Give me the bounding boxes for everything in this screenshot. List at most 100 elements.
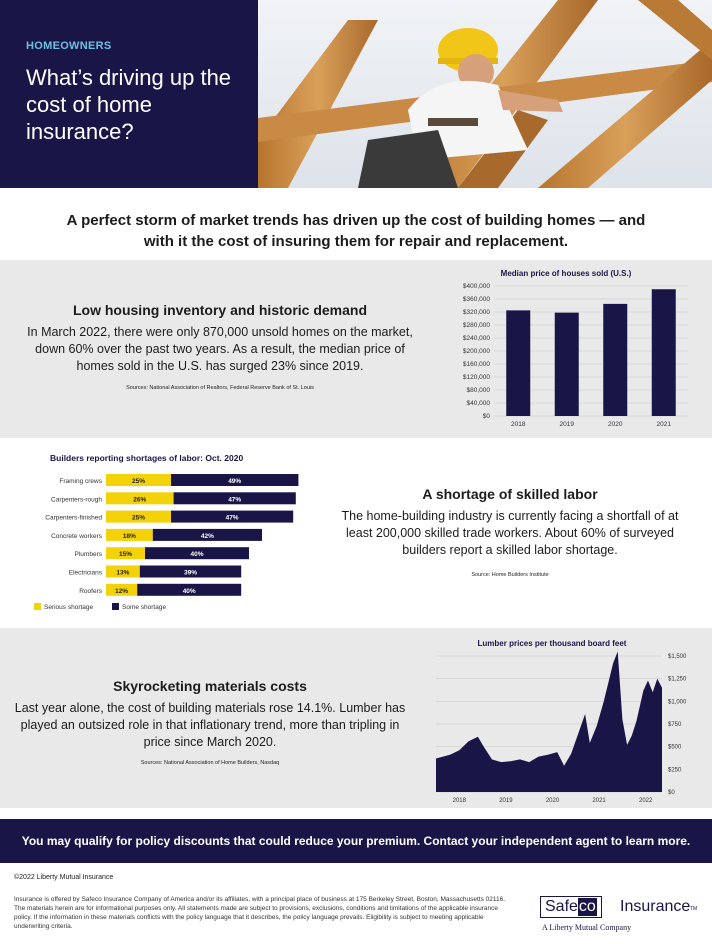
materials-heading: Skyrocketing materials costs <box>113 678 307 694</box>
lumber-price-chart: Lumber prices per thousand board feet $0… <box>436 639 687 804</box>
category-label: Roofers <box>79 588 103 595</box>
labor-shortage-chart: Framing crews 25% 49% Carpenters-rough 26% 47… <box>34 474 299 611</box>
serious-shortage-bar <box>106 492 174 505</box>
inventory-heading: Low housing inventory and historic deman… <box>72 302 368 318</box>
intro-statement: A perfect storm of market trends has dri… <box>66 212 646 250</box>
category-label: Electricians <box>69 570 103 577</box>
cta-banner: You may qualify for policy discounts tha… <box>0 819 712 863</box>
data-label: 40% <box>183 588 196 595</box>
serious-shortage-bar <box>106 583 138 596</box>
y-tick-label: $1,000 <box>668 699 687 705</box>
y-tick-label: $0 <box>483 413 491 420</box>
inventory-body: In March 2022, there were only 870,000 u… <box>27 325 413 373</box>
bar-2020 <box>603 303 628 416</box>
x-tick-label: 2018 <box>511 421 526 428</box>
serious-shortage-bar <box>106 528 153 541</box>
data-label: 18% <box>123 533 136 540</box>
lumber-price-area <box>436 651 662 792</box>
category-label: Framing crews <box>59 478 102 485</box>
data-label: 25% <box>132 478 145 485</box>
x-tick-label: 2021 <box>592 798 606 804</box>
some-shortage-bar <box>145 547 249 560</box>
some-shortage-bar <box>152 528 262 541</box>
y-tick-label: $500 <box>668 745 682 751</box>
labor-sources: Source: Home Builders Institute <box>471 572 549 578</box>
bar-2019 <box>554 312 579 416</box>
data-label: 12% <box>115 588 128 595</box>
category-label: Plumbers <box>75 551 103 558</box>
y-tick-label: $250 <box>668 767 682 773</box>
y-tick-label: $320,000 <box>463 309 490 316</box>
inventory-sources: Sources: National Association of Realtor… <box>126 385 314 391</box>
logo-trademark: TM <box>690 906 698 912</box>
logo-tagline: A Liberty Mutual Company <box>542 923 632 932</box>
bar-2018 <box>506 310 531 416</box>
labor-chart-title: Builders reporting shortages of labor: O… <box>50 453 244 463</box>
x-tick-label: 2018 <box>453 798 467 804</box>
legend-label: Some shortage <box>122 604 166 611</box>
category-label: Concrete workers <box>51 533 103 540</box>
y-tick-label: $40,000 <box>467 400 491 407</box>
y-tick-label: $400,000 <box>463 283 490 290</box>
logo-box: Safe co <box>540 896 602 918</box>
some-shortage-bar <box>171 474 299 486</box>
y-tick-label: $160,000 <box>463 361 490 368</box>
x-tick-label: 2020 <box>608 421 623 428</box>
legal-disclaimer: Insurance is offered by Safeco Insurance… <box>14 896 506 930</box>
chart-title: Median price of houses sold (U.S.) <box>501 269 632 278</box>
data-label: 13% <box>116 570 129 577</box>
y-tick-label: $120,000 <box>463 374 490 381</box>
y-tick-label: $80,000 <box>467 387 491 394</box>
median-price-chart: Median price of houses sold (U.S.) $0 $40… <box>463 269 688 428</box>
data-label: 49% <box>228 478 241 485</box>
some-shortage-bar <box>139 565 242 578</box>
y-tick-label: $240,000 <box>463 335 490 342</box>
labor-body: The home-building industry is currently … <box>341 509 679 557</box>
construction-worker-photo <box>258 0 712 188</box>
x-tick-label: 2021 <box>657 421 672 428</box>
legend-label: Serious shortage <box>44 604 94 611</box>
y-tick-label: $750 <box>668 722 682 728</box>
materials-body: Last year alone, the cost of building ma… <box>14 701 406 749</box>
y-tick-label: $1,250 <box>668 677 687 683</box>
data-label: 47% <box>228 496 241 503</box>
data-label: 39% <box>184 570 197 577</box>
x-tick-label: 2020 <box>546 798 560 804</box>
legend-swatch-serious <box>34 603 41 610</box>
chart-title: Lumber prices per thousand board feet <box>478 639 627 648</box>
logo-word-co: co <box>577 898 597 916</box>
y-tick-label: $0 <box>668 790 675 796</box>
category-label: Carpenters-finished <box>45 515 102 522</box>
y-tick-label: $200,000 <box>463 348 490 355</box>
safeco-logo: Safe co Insurance TM A Liberty Mutual Com… <box>540 895 700 935</box>
y-tick-label: $1,500 <box>668 654 687 660</box>
data-label: 47% <box>226 515 239 522</box>
logo-word-safe: Safe <box>545 898 578 915</box>
data-label: 15% <box>119 551 132 558</box>
materials-sources: Sources: National Association of Home Bu… <box>140 760 280 766</box>
page-title: What’s driving up the cost of home insur… <box>26 65 232 144</box>
some-shortage-bar <box>171 510 294 523</box>
serious-shortage-bar <box>106 474 171 486</box>
x-tick-label: 2019 <box>560 421 575 428</box>
hero-panel <box>0 0 258 188</box>
inventory-section-band <box>0 260 712 438</box>
x-tick-label: 2019 <box>499 798 513 804</box>
serious-shortage-bar <box>106 547 145 560</box>
serious-shortage-bar <box>106 510 171 523</box>
copyright-text: ©2022 Liberty Mutual Insurance <box>14 874 114 881</box>
logo-word-insurance: Insurance <box>620 898 691 915</box>
data-label: 25% <box>132 515 145 522</box>
y-tick-label: $280,000 <box>463 322 490 329</box>
data-label: 42% <box>201 533 214 540</box>
category-label: Carpenters-rough <box>51 496 102 503</box>
y-tick-label: $360,000 <box>463 296 490 303</box>
some-shortage-bar <box>173 492 296 505</box>
legend-swatch-some <box>112 603 119 610</box>
x-tick-label: 2022 <box>639 798 653 804</box>
data-label: 26% <box>133 496 146 503</box>
serious-shortage-bar <box>106 565 140 578</box>
data-label: 40% <box>190 551 203 558</box>
some-shortage-bar <box>137 583 242 596</box>
bar-2021 <box>651 289 676 416</box>
